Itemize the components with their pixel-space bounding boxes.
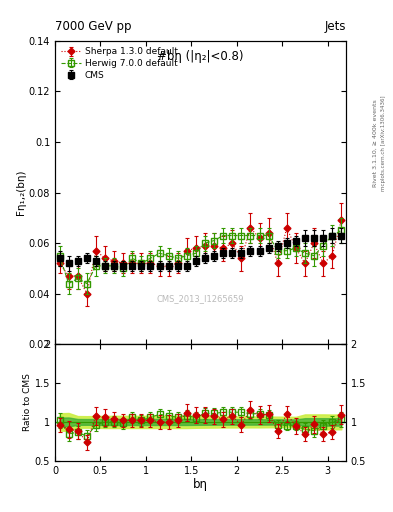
- X-axis label: bη: bη: [193, 478, 208, 492]
- Text: #bη (|η₂|<0.8): #bη (|η₂|<0.8): [157, 50, 244, 63]
- Y-axis label: Ratio to CMS: Ratio to CMS: [23, 374, 32, 432]
- Text: mcplots.cern.ch [arXiv:1306.3436]: mcplots.cern.ch [arXiv:1306.3436]: [381, 96, 386, 191]
- Legend: Sherpa 1.3.0 default, Herwig 7.0.0 default, CMS: Sherpa 1.3.0 default, Herwig 7.0.0 defau…: [59, 46, 180, 81]
- Y-axis label: Fη₁,₂(bη): Fη₁,₂(bη): [16, 170, 26, 216]
- Text: Rivet 3.1.10, ≥ 400k events: Rivet 3.1.10, ≥ 400k events: [373, 99, 378, 187]
- Text: 7000 GeV pp: 7000 GeV pp: [55, 20, 132, 33]
- Text: CMS_2013_I1265659: CMS_2013_I1265659: [157, 294, 244, 303]
- Text: Jets: Jets: [324, 20, 346, 33]
